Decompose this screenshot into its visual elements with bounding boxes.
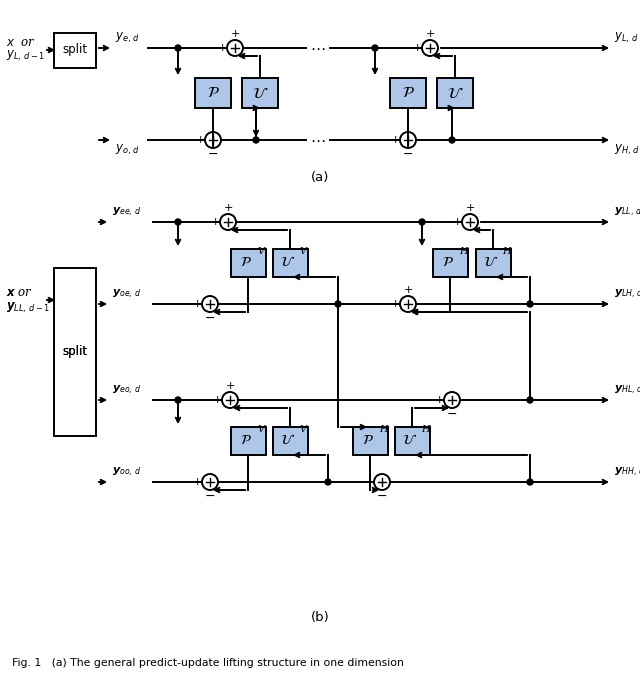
Text: +: + bbox=[364, 477, 374, 487]
Text: $-$: $-$ bbox=[204, 488, 216, 501]
FancyBboxPatch shape bbox=[394, 427, 429, 455]
Text: +: + bbox=[452, 217, 461, 227]
Text: split: split bbox=[63, 345, 88, 358]
FancyBboxPatch shape bbox=[242, 78, 278, 108]
Text: split: split bbox=[63, 44, 88, 57]
Text: $-$: $-$ bbox=[376, 488, 388, 501]
Text: $\mathcal{P}$: $\mathcal{P}$ bbox=[207, 86, 220, 100]
Text: +: + bbox=[223, 203, 233, 213]
FancyBboxPatch shape bbox=[195, 78, 231, 108]
Text: V: V bbox=[300, 425, 307, 434]
Circle shape bbox=[335, 301, 341, 307]
FancyBboxPatch shape bbox=[54, 268, 96, 436]
Text: $\cdots$: $\cdots$ bbox=[310, 133, 326, 148]
Text: $\mathcal{U}$: $\mathcal{U}$ bbox=[252, 86, 268, 101]
Text: H: H bbox=[380, 425, 388, 434]
Text: split: split bbox=[63, 345, 88, 358]
Text: $\cdots$: $\cdots$ bbox=[310, 40, 326, 55]
FancyBboxPatch shape bbox=[230, 427, 266, 455]
Text: H: H bbox=[502, 246, 511, 256]
Text: +: + bbox=[465, 203, 475, 213]
Circle shape bbox=[527, 479, 533, 485]
Text: H: H bbox=[460, 246, 468, 256]
Text: (b): (b) bbox=[310, 611, 330, 624]
Text: +: + bbox=[225, 381, 235, 391]
Text: +: + bbox=[230, 29, 240, 39]
FancyBboxPatch shape bbox=[390, 78, 426, 108]
Text: +: + bbox=[195, 135, 205, 145]
Text: +: + bbox=[435, 395, 444, 405]
Text: +: + bbox=[192, 477, 202, 487]
Circle shape bbox=[449, 137, 455, 143]
Text: +: + bbox=[403, 285, 413, 295]
Circle shape bbox=[253, 137, 259, 143]
Text: $\boldsymbol{y}_{oe,\,d}$: $\boldsymbol{y}_{oe,\,d}$ bbox=[112, 288, 141, 301]
Text: $\mathcal{U}$: $\mathcal{U}$ bbox=[280, 433, 296, 447]
Text: $y_{e,\,d}$: $y_{e,\,d}$ bbox=[115, 31, 140, 45]
Text: $\mathcal{P}$: $\mathcal{P}$ bbox=[362, 433, 374, 447]
Text: V: V bbox=[258, 425, 265, 434]
Text: +: + bbox=[390, 135, 400, 145]
Text: $-$: $-$ bbox=[204, 311, 216, 324]
Text: $\mathcal{U}$: $\mathcal{U}$ bbox=[483, 255, 499, 269]
Text: $\boldsymbol{y}_{ee,\,d}$: $\boldsymbol{y}_{ee,\,d}$ bbox=[112, 206, 141, 219]
Text: $\mathcal{P}$: $\mathcal{P}$ bbox=[240, 255, 252, 269]
Text: $x$  or: $x$ or bbox=[6, 36, 36, 49]
FancyBboxPatch shape bbox=[476, 249, 511, 277]
Text: $\boldsymbol{y}_{oo,\,d}$: $\boldsymbol{y}_{oo,\,d}$ bbox=[112, 466, 141, 479]
Circle shape bbox=[175, 397, 181, 403]
Text: $\mathcal{U}$: $\mathcal{U}$ bbox=[447, 86, 463, 101]
Text: $\boldsymbol{y}_{LH,\,d}$: $\boldsymbol{y}_{LH,\,d}$ bbox=[614, 288, 640, 301]
Text: +: + bbox=[390, 299, 400, 309]
Text: $-$: $-$ bbox=[403, 146, 413, 159]
Text: (a): (a) bbox=[311, 172, 329, 185]
Text: $\boldsymbol{y}_{LL,\,d-1}$: $\boldsymbol{y}_{LL,\,d-1}$ bbox=[6, 301, 51, 315]
Text: V: V bbox=[258, 246, 265, 256]
Text: $\boldsymbol{x}$ or: $\boldsymbol{x}$ or bbox=[6, 287, 33, 300]
FancyBboxPatch shape bbox=[433, 249, 467, 277]
Text: $\mathcal{P}$: $\mathcal{P}$ bbox=[240, 433, 252, 447]
Circle shape bbox=[419, 219, 425, 225]
Text: V: V bbox=[300, 246, 307, 256]
Text: +: + bbox=[426, 29, 435, 39]
Text: $-$: $-$ bbox=[207, 146, 219, 159]
Text: H: H bbox=[421, 425, 429, 434]
FancyBboxPatch shape bbox=[230, 249, 266, 277]
Text: $\boldsymbol{y}_{HL,\,d}$: $\boldsymbol{y}_{HL,\,d}$ bbox=[614, 384, 640, 397]
Text: +: + bbox=[211, 217, 220, 227]
Text: +: + bbox=[192, 299, 202, 309]
Text: $\boldsymbol{y}_{HH,\,d}$: $\boldsymbol{y}_{HH,\,d}$ bbox=[614, 466, 640, 479]
Circle shape bbox=[325, 479, 331, 485]
Text: +: + bbox=[412, 43, 422, 53]
Text: $\boldsymbol{y}_{LL,\,d}$: $\boldsymbol{y}_{LL,\,d}$ bbox=[614, 206, 640, 219]
Text: $y_{H,\,d}$: $y_{H,\,d}$ bbox=[614, 143, 640, 157]
FancyBboxPatch shape bbox=[273, 249, 307, 277]
Text: +: + bbox=[218, 43, 227, 53]
FancyBboxPatch shape bbox=[437, 78, 473, 108]
Circle shape bbox=[175, 45, 181, 51]
Text: Fig. 1   (a) The general predict-update lifting structure in one dimension: Fig. 1 (a) The general predict-update li… bbox=[12, 658, 404, 668]
Circle shape bbox=[372, 45, 378, 51]
Circle shape bbox=[527, 301, 533, 307]
Text: $\mathcal{U}$: $\mathcal{U}$ bbox=[280, 255, 296, 269]
Text: $\mathcal{P}$: $\mathcal{P}$ bbox=[401, 86, 415, 100]
Text: +: + bbox=[212, 395, 221, 405]
Text: $\mathcal{P}$: $\mathcal{P}$ bbox=[442, 255, 454, 269]
Circle shape bbox=[175, 219, 181, 225]
Text: $y_{L,\,d}$: $y_{L,\,d}$ bbox=[614, 31, 639, 45]
Circle shape bbox=[527, 397, 533, 403]
FancyBboxPatch shape bbox=[353, 427, 387, 455]
Text: $y_{o,\,d}$: $y_{o,\,d}$ bbox=[115, 143, 140, 157]
Text: $-$: $-$ bbox=[447, 406, 458, 419]
Text: $\boldsymbol{y}_{eo,\,d}$: $\boldsymbol{y}_{eo,\,d}$ bbox=[112, 384, 141, 397]
FancyBboxPatch shape bbox=[273, 427, 307, 455]
Text: $\mathcal{U}$: $\mathcal{U}$ bbox=[403, 433, 417, 447]
FancyBboxPatch shape bbox=[54, 33, 96, 68]
Text: $y_{L,\,d-1}$: $y_{L,\,d-1}$ bbox=[6, 49, 45, 63]
